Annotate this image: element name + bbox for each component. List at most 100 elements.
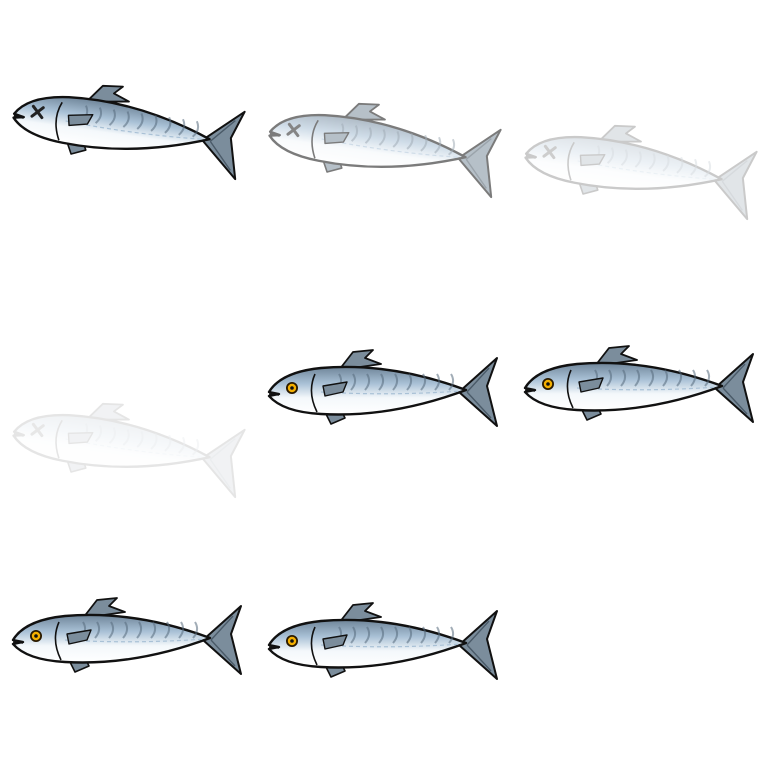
- fish-body: [12, 413, 211, 468]
- body-stripe: [364, 373, 371, 391]
- dorsal-fin: [82, 597, 126, 619]
- dorsal-fin: [597, 124, 642, 143]
- body-stripe: [378, 626, 385, 644]
- gill-line: [567, 141, 575, 181]
- fish-body: [267, 618, 468, 669]
- tail-fin: [201, 110, 246, 181]
- body-stripe: [81, 423, 89, 440]
- sheet-title: [0, 0, 1, 1]
- gill-line: [566, 369, 574, 409]
- fish-alive-frame-3: [11, 597, 242, 675]
- body-stripe: [448, 626, 455, 644]
- body-stripe: [122, 429, 130, 446]
- fish-dead-frame-4: [5, 378, 255, 518]
- open-eye-icon: [286, 382, 298, 394]
- body-stripe: [94, 107, 103, 124]
- tail-fin: [458, 610, 498, 680]
- fish-alive-frame-2: [523, 345, 754, 423]
- fish-alive-frame-1: [267, 349, 498, 427]
- body-stripe: [191, 438, 200, 456]
- body-stripe: [108, 109, 116, 126]
- pectoral-fin: [579, 153, 606, 167]
- body-stripe: [406, 132, 414, 150]
- body-stripe: [178, 118, 186, 136]
- gill-line: [310, 626, 318, 666]
- body-stripe: [150, 621, 157, 639]
- fish-alive-frame-1: [261, 322, 511, 462]
- body-stripe: [420, 134, 428, 152]
- tail-fin: [457, 128, 502, 199]
- body-stripe: [392, 131, 400, 148]
- gill-line: [55, 419, 63, 459]
- mouth: [13, 114, 24, 119]
- open-eye-icon: [30, 630, 42, 642]
- body-stripe: [192, 621, 199, 639]
- body-stripe: [94, 425, 103, 442]
- gill-line: [54, 621, 62, 661]
- body-stripe: [406, 373, 413, 391]
- open-eye-icon: [542, 378, 554, 390]
- body-stripe: [690, 158, 698, 176]
- fish-dead-frame-1: [5, 60, 255, 200]
- body-stripe: [392, 373, 399, 391]
- body-stripe: [350, 125, 359, 142]
- body-stripe: [634, 151, 642, 168]
- body-stripe: [676, 156, 684, 174]
- body-stripe: [434, 626, 441, 644]
- body-stripe: [593, 145, 601, 162]
- tail-fin: [714, 353, 754, 423]
- mouth: [524, 389, 536, 392]
- pectoral-fin: [66, 629, 92, 645]
- body-stripe: [164, 434, 172, 452]
- body-stripe: [447, 138, 456, 156]
- pectoral-fin: [322, 381, 348, 397]
- body-stripe: [364, 127, 372, 144]
- tail-fin: [202, 605, 242, 675]
- dorsal-fin: [85, 84, 130, 103]
- body-stripe: [178, 436, 186, 454]
- tail-fin: [201, 428, 246, 499]
- body-stripe: [364, 626, 371, 644]
- body-stripe: [392, 626, 399, 644]
- pectoral-fin: [578, 377, 604, 393]
- body-stripe: [648, 369, 655, 387]
- body-stripe: [662, 369, 669, 387]
- body-stripe: [150, 432, 158, 450]
- fish-body: [268, 113, 467, 168]
- body-stripe: [448, 373, 455, 391]
- body-stripe: [108, 427, 116, 444]
- dorsal-fin: [338, 349, 382, 371]
- fish-alive-frame-4: [267, 602, 498, 680]
- body-stripe: [164, 116, 172, 134]
- fish-body: [11, 613, 212, 664]
- pectoral-fin: [322, 634, 348, 650]
- body-stripe: [434, 373, 441, 391]
- body-stripe: [703, 160, 712, 178]
- pectoral-fin: [323, 131, 350, 145]
- mouth: [268, 646, 280, 649]
- body-stripe: [620, 369, 627, 387]
- body-stripe: [378, 373, 385, 391]
- gill-line: [55, 101, 63, 141]
- fish-dead-frame-4: [12, 402, 246, 499]
- body-stripe: [350, 373, 357, 391]
- fish-dead-frame-1: [12, 84, 246, 181]
- body-stripe: [620, 149, 628, 166]
- fish-dead-frame-3: [524, 124, 758, 221]
- mouth: [268, 393, 280, 396]
- mouth: [525, 154, 536, 159]
- pectoral-fin: [67, 113, 94, 127]
- fish-body: [267, 365, 468, 416]
- body-stripe: [634, 369, 641, 387]
- x-mark-icon: [286, 122, 301, 138]
- dorsal-fin: [341, 102, 386, 121]
- body-stripe: [648, 153, 656, 170]
- x-mark-icon: [542, 144, 557, 160]
- open-eye-icon: [286, 635, 298, 647]
- body-stripe: [136, 621, 143, 639]
- body-stripe: [704, 369, 711, 387]
- fish-alive-frame-2: [517, 318, 767, 458]
- tail-fin: [713, 150, 758, 221]
- body-stripe: [434, 136, 442, 154]
